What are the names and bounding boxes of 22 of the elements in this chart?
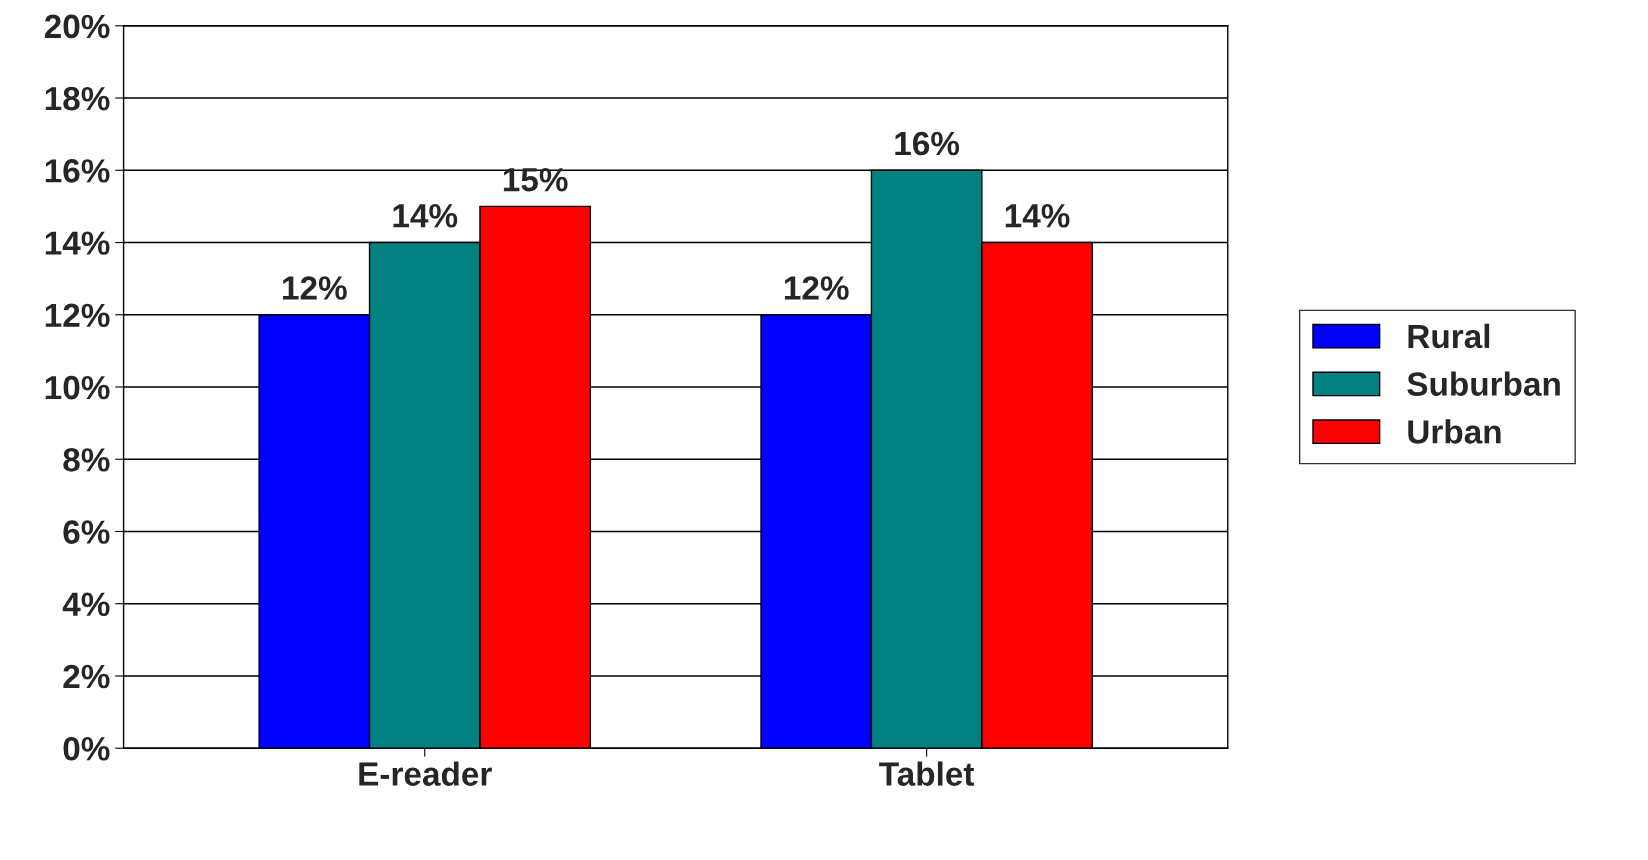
data-label: 12%	[784, 276, 849, 300]
legend-label: Rural	[1408, 323, 1490, 349]
y-tick-label: 10%	[45, 375, 110, 400]
y-tick-label: 2%	[63, 664, 110, 689]
y-tick-label: 8%	[63, 448, 110, 472]
data-label: 15%	[503, 167, 568, 192]
x-tick-label: E-reader	[359, 761, 492, 786]
data-label: 14%	[1005, 204, 1070, 228]
data-label: 16%	[895, 131, 960, 156]
y-tick-label: 6%	[63, 520, 110, 544]
y-tick-label: 14%	[45, 231, 110, 255]
data-label: 12%	[283, 276, 347, 300]
y-tick-label: 20%	[44, 14, 110, 39]
y-tick-label: 16%	[45, 159, 110, 183]
x-tick-label: Tablet	[879, 761, 975, 786]
data-label: 14%	[393, 204, 458, 228]
y-tick-label: 0%	[63, 737, 110, 761]
y-tick-label: 18%	[45, 86, 110, 111]
legend-label: Urban	[1408, 419, 1501, 444]
legend-label: Suburban	[1407, 371, 1560, 396]
y-tick-label: 4%	[62, 592, 110, 617]
y-tick-label: 12%	[45, 303, 110, 328]
